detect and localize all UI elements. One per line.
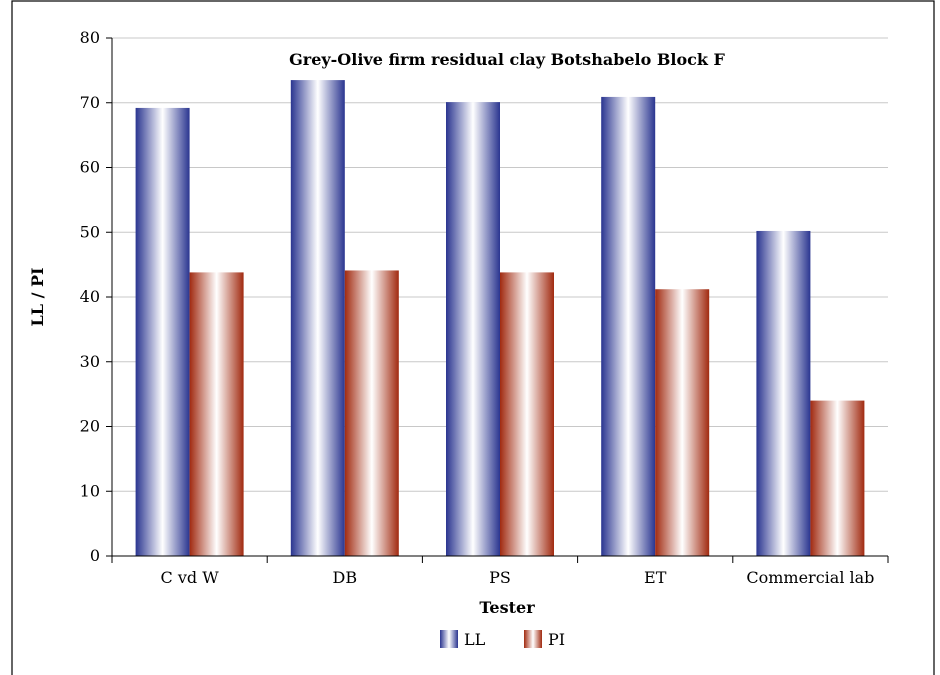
y-tick-label: 10 bbox=[80, 481, 100, 500]
bar-ll bbox=[290, 80, 345, 557]
legend-swatch-pi bbox=[524, 630, 542, 648]
bar-ll bbox=[446, 102, 500, 556]
y-axis-title: LL / PI bbox=[28, 268, 47, 327]
bar-ll bbox=[135, 107, 190, 557]
y-tick-label: 20 bbox=[80, 417, 100, 436]
x-tick-label: C vd W bbox=[161, 568, 220, 587]
chart-frame bbox=[11, 0, 935, 675]
x-tick-label: PS bbox=[489, 568, 511, 587]
bar-pi bbox=[500, 272, 554, 556]
legend-label-pi: PI bbox=[548, 630, 565, 649]
legend: LL PI bbox=[440, 630, 565, 649]
bar-ll bbox=[601, 96, 656, 557]
bar-ll bbox=[756, 230, 811, 556]
x-axis-title: Tester bbox=[479, 598, 535, 617]
bar-pi bbox=[810, 400, 865, 556]
legend-swatch-ll bbox=[440, 630, 458, 648]
axes: 0 10 20 30 40 50 60 70 80 C vd W DB PS ET Commercial … bbox=[80, 28, 889, 587]
x-tick-label: ET bbox=[644, 568, 667, 587]
y-tick-label: 30 bbox=[80, 352, 100, 371]
chart-title: Grey-Olive firm residual clay Botshabelo… bbox=[289, 50, 725, 69]
bar-pi bbox=[344, 270, 399, 556]
x-tick-label: DB bbox=[333, 568, 358, 587]
legend-label-ll: LL bbox=[464, 630, 486, 649]
y-tick-label: 80 bbox=[80, 28, 100, 47]
y-tick-label: 40 bbox=[80, 287, 100, 306]
y-tick-label: 70 bbox=[80, 93, 100, 112]
bars bbox=[135, 80, 865, 557]
x-tick-label: Commercial lab bbox=[746, 568, 874, 587]
y-tick-label: 60 bbox=[80, 158, 100, 177]
y-tick-label: 0 bbox=[90, 546, 100, 565]
bar-pi bbox=[189, 272, 244, 556]
y-tick-label: 50 bbox=[80, 222, 100, 241]
bar-pi bbox=[655, 289, 710, 556]
